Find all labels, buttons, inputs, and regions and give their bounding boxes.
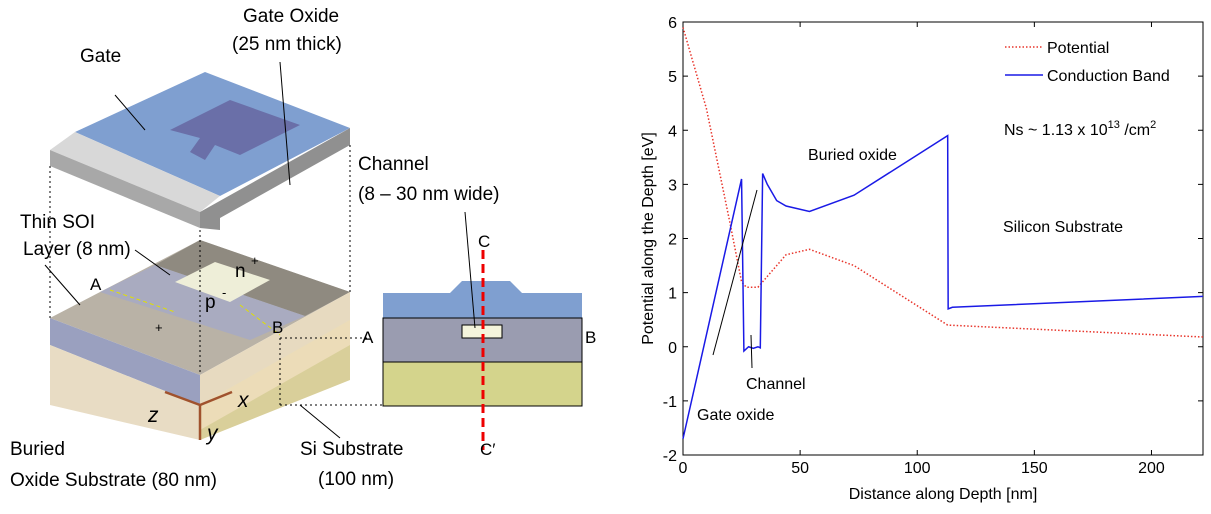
x-tick-label: 50 bbox=[791, 460, 809, 477]
diagram-label: C′ bbox=[480, 440, 495, 459]
projection-lines bbox=[49, 145, 383, 406]
diagram-label: p bbox=[205, 292, 216, 313]
x-tick-label: 200 bbox=[1138, 460, 1165, 477]
legend-label: Potential bbox=[1047, 40, 1109, 57]
y-tick-label: -1 bbox=[663, 394, 677, 411]
diagram-label: + bbox=[155, 320, 163, 335]
box-front bbox=[50, 318, 200, 405]
pointer bbox=[464, 211, 476, 329]
diagram-label: Buried bbox=[10, 439, 65, 460]
sub-side-top bbox=[200, 320, 350, 430]
diagram-label: n bbox=[235, 261, 246, 282]
y-tick-label: 1 bbox=[668, 286, 677, 303]
annotation: Channel bbox=[746, 376, 806, 393]
series-line bbox=[682, 27, 1204, 338]
arrow-z bbox=[164, 390, 201, 407]
x-axis-label: Distance along Depth [nm] bbox=[849, 486, 1038, 503]
axes-arrows bbox=[164, 390, 233, 440]
y-axis-label: Potential along the Depth [eV] bbox=[640, 132, 657, 345]
pointer bbox=[279, 61, 291, 186]
diagram-label: B bbox=[585, 328, 596, 347]
sub-front bbox=[50, 345, 200, 440]
diagram-label: + bbox=[251, 253, 259, 268]
pointers bbox=[44, 61, 476, 439]
gate-t bbox=[170, 100, 300, 160]
diagram-label: z bbox=[147, 404, 159, 427]
diagram-label: Layer (8 nm) bbox=[23, 239, 131, 260]
pointer bbox=[134, 249, 171, 276]
cut-line bbox=[239, 304, 281, 336]
diagram-labels: Gate Gate Oxide (25 nm thick) Channel (8 – 3… bbox=[10, 6, 596, 491]
annotation-arrow bbox=[750, 334, 753, 369]
diagram-label: (8 – 30 nm wide) bbox=[358, 184, 500, 205]
box-side bbox=[200, 292, 350, 405]
annotation-part: Ns ~ 1.13 x 10 bbox=[1004, 122, 1108, 139]
y-tick-label: 4 bbox=[668, 123, 677, 140]
y-tick-label: 3 bbox=[668, 177, 677, 194]
cut-line bbox=[109, 289, 176, 313]
diagram-label: C bbox=[478, 232, 490, 251]
y-tick-label: -2 bbox=[663, 448, 677, 465]
annotation: Gate oxide bbox=[697, 407, 774, 424]
arrow-x bbox=[199, 390, 233, 407]
diagram-label: x bbox=[237, 389, 250, 412]
diagram-label: (100 nm) bbox=[318, 469, 394, 490]
annotation-arrow bbox=[712, 189, 758, 356]
p-region bbox=[175, 262, 270, 302]
diagram-label: Oxide Substrate (80 nm) bbox=[10, 470, 217, 491]
oxide-front bbox=[50, 150, 200, 228]
pointer bbox=[114, 94, 146, 131]
annotation: Buried oxide bbox=[808, 147, 897, 164]
pointer bbox=[299, 404, 341, 439]
device-diagram bbox=[44, 61, 583, 450]
diagram-label: Channel bbox=[358, 154, 429, 175]
diagram-label: A bbox=[362, 328, 374, 347]
annotation-part: /cm bbox=[1120, 122, 1150, 139]
diagram-label: Gate bbox=[80, 46, 121, 67]
annotation-sup: 13 bbox=[1108, 119, 1120, 131]
oxide-side bbox=[200, 128, 350, 230]
channel-region bbox=[100, 265, 305, 340]
y-tick-label: 0 bbox=[668, 340, 677, 357]
annotation: Ns ~ 1.13 x 1013 /cm2 bbox=[1004, 119, 1156, 139]
annotation: Silicon Substrate bbox=[1003, 219, 1123, 236]
gate-ledge bbox=[50, 132, 220, 212]
diagram-label: y bbox=[205, 422, 219, 445]
y-tick-label: 2 bbox=[668, 232, 677, 249]
pointer bbox=[44, 264, 81, 306]
diagram-label: Thin SOI bbox=[20, 212, 95, 233]
diagram-label: (25 nm thick) bbox=[232, 34, 342, 55]
x-tick-label: 150 bbox=[1021, 460, 1048, 477]
diagram-label: B bbox=[272, 318, 283, 337]
annotation-sup: 2 bbox=[1150, 119, 1156, 131]
y-tick-label: 5 bbox=[668, 69, 677, 86]
diagram-label: A bbox=[90, 275, 102, 294]
diagram-label: - bbox=[222, 285, 226, 300]
y-tick-label: 6 bbox=[668, 15, 677, 32]
x-tick-label: 100 bbox=[904, 460, 931, 477]
legend-label: Conduction Band bbox=[1047, 68, 1170, 85]
chart: 0 50 100 150 200 -2 -1 0 1 2 3 4 5 6 Distance along De… bbox=[640, 15, 1204, 503]
series-line bbox=[682, 134, 1204, 439]
diagram-label: Si Substrate bbox=[300, 439, 404, 460]
x-tick-label: 0 bbox=[679, 460, 688, 477]
diagram-label: Gate Oxide bbox=[243, 6, 339, 27]
